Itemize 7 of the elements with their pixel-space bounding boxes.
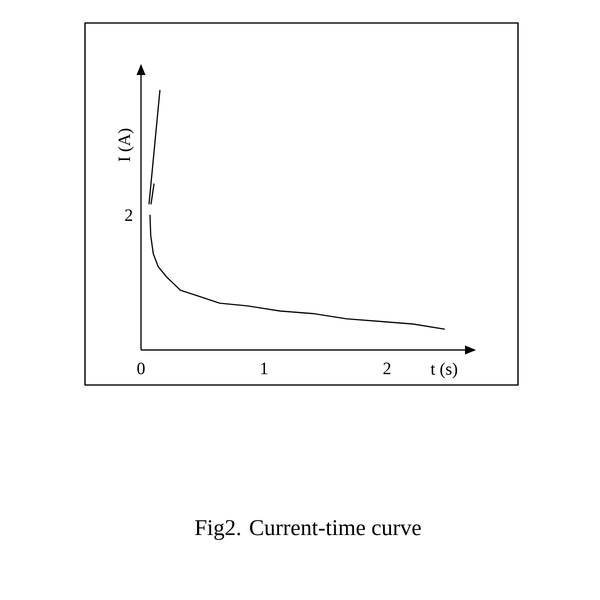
x-tick-label: 2 <box>383 362 390 374</box>
text: 2 <box>125 209 132 221</box>
y-axis-title: I (A) <box>118 128 134 162</box>
x-tick-label: 0 <box>137 362 145 374</box>
x-axis-title: t (s) <box>430 362 458 378</box>
x-tick-label: 1 <box>261 362 268 374</box>
text: Fig2. Current-time curve <box>195 520 421 540</box>
